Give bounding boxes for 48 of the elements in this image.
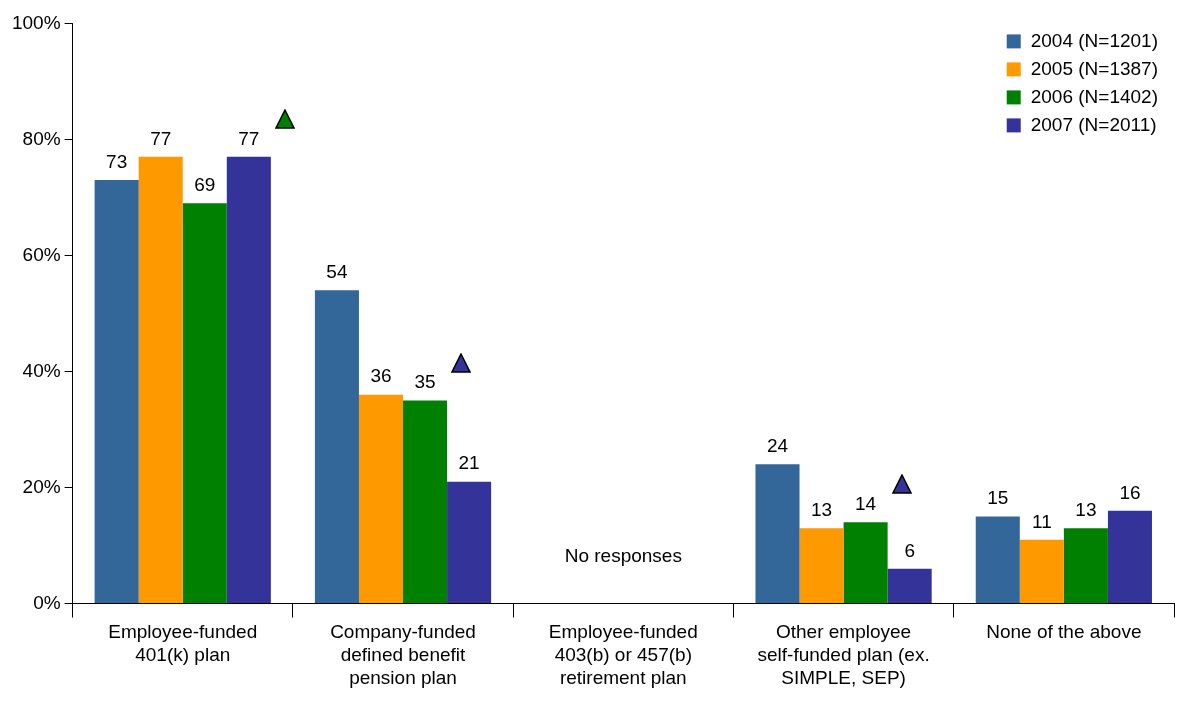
bar	[447, 481, 492, 604]
data-label: 14	[855, 493, 877, 515]
legend-label: 2006 (N=1402)	[1030, 85, 1159, 107]
bar	[314, 290, 359, 604]
x-tick-label: Company-funded defined benefit pension plan	[330, 621, 476, 688]
bar	[1107, 510, 1152, 604]
bar	[887, 568, 932, 604]
bar	[358, 394, 404, 604]
data-label: 21	[458, 452, 480, 474]
y-tick-label: 20%	[22, 475, 61, 497]
data-label: 13	[810, 498, 833, 520]
data-label: 77	[150, 127, 172, 149]
y-tick-label: 60%	[22, 243, 61, 265]
bar	[94, 180, 139, 604]
bar	[226, 156, 271, 604]
data-label: 73	[106, 150, 128, 172]
data-label: 35	[414, 371, 436, 393]
bar	[843, 522, 888, 604]
annotation: No responses	[564, 545, 682, 567]
data-label: 54	[326, 261, 348, 283]
legend-label: 2005 (N=1387)	[1030, 57, 1159, 79]
data-label: 77	[238, 127, 260, 149]
data-label: 6	[904, 539, 915, 561]
legend-label: 2007 (N=2011)	[1030, 113, 1157, 135]
x-tick-label: Employee-funded 401(k) plan	[108, 621, 258, 666]
bar	[138, 156, 183, 604]
y-tick-label: 0%	[33, 591, 61, 613]
bar	[1063, 528, 1108, 604]
x-tick-label: Other employee self-funded plan (ex. SIMPLE, SEP)	[757, 621, 930, 688]
x-tick-label: None of the above	[986, 621, 1142, 643]
x-tick-label: Employee-funded 403(b) or 457(b) retirement plan	[548, 621, 698, 688]
bar	[799, 528, 844, 604]
data-label: 15	[987, 487, 1009, 509]
y-tick-label: 40%	[22, 359, 61, 381]
data-label: 36	[370, 365, 392, 387]
bar	[1019, 539, 1064, 604]
y-tick-label: 80%	[22, 127, 61, 149]
data-label: 13	[1075, 498, 1097, 520]
bar	[975, 516, 1020, 604]
data-label: 11	[1031, 510, 1052, 532]
data-label: 24	[766, 435, 789, 457]
bar	[755, 464, 800, 604]
bar	[182, 203, 227, 604]
legend-label: 2004 (N=1201)	[1030, 29, 1159, 51]
data-label: 69	[194, 174, 216, 195]
data-label: 16	[1119, 481, 1141, 503]
bar	[403, 400, 448, 604]
y-tick-label: 100%	[11, 11, 61, 33]
